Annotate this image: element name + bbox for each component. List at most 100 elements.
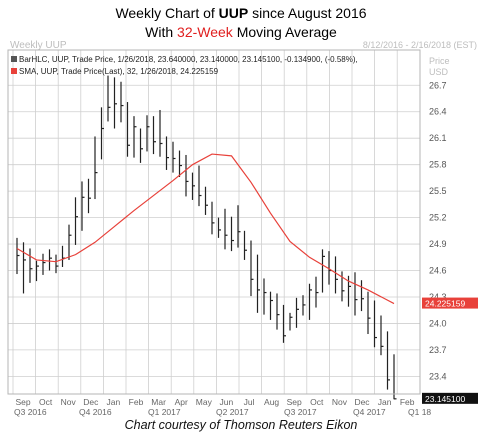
bar-legend: BarHLC, UUP, Trade Price, 1/26/2018, 23.… [19,55,358,64]
price-bar [295,297,299,328]
y-axis-title-usd: USD [429,67,449,77]
y-tick-label: 26.1 [429,133,447,143]
bar-legend-swatch [11,56,17,62]
x-month-label: Apr [175,397,188,407]
sma-line [16,153,395,305]
price-bar [74,197,78,245]
price-bar [191,172,195,200]
price-bar [139,128,143,163]
price-bar [159,109,163,157]
price-bar [198,165,202,207]
y-tick-label: 23.4 [429,371,447,381]
x-month-label: Feb [400,397,415,407]
y-axis-title-price: Price [429,56,450,66]
chart-date-range: 8/12/2016 - 2/16/2018 (EST) [363,40,477,50]
x-month-label: Jan [378,397,392,407]
price-bar [29,248,33,283]
price-bar [68,224,72,260]
chart-name: Weekly UUP [10,40,67,51]
price-bar [334,256,338,294]
price-bar [224,208,228,250]
price-bar [22,242,26,294]
price-bar [354,272,358,316]
x-month-label: Mar [151,397,166,407]
plot-frame [7,49,421,395]
x-month-label: Oct [310,397,324,407]
price-bar [42,253,46,275]
x-month-label: Jul [244,397,255,407]
x-axis: Sep Oct Nov Dec Jan Feb Mar Apr May Jun Jul Aug Sep O… [14,397,431,417]
x-month-label: Dec [354,397,370,407]
last-price-tag-label: 23.145100 [425,394,465,404]
price-bar [250,240,254,297]
x-month-label: Sep [287,397,302,407]
price-bar [146,115,150,152]
price-bar [380,315,384,356]
x-month-label: Nov [61,397,77,407]
y-tick-label: 23.7 [429,345,447,355]
x-quarter-label: Q1 18 [408,407,431,417]
price-bar [211,201,215,235]
price-bar [204,186,208,215]
x-month-label: Feb [129,397,144,407]
price-bar [302,295,306,316]
price-bar [256,254,260,313]
price-bar [178,150,182,178]
chart-title: Weekly Chart of UUP since August 2016 Wi… [0,4,482,42]
price-bar [81,181,85,231]
title-ticker: UUP [218,5,249,21]
price-bar [55,254,59,274]
y-tick-label: 26.4 [429,107,447,117]
title-line-2: With 32-Week Moving Average [0,23,482,42]
price-bar [100,107,104,160]
price-bar [230,216,234,252]
subtitle-period: 32-Week [177,24,233,40]
price-chart: 23.4 23.7 24.0 24.3 24.6 24.9 25.2 25.5 25.8 26.1… [7,40,478,417]
price-bar [373,300,377,348]
price-bar [321,249,325,293]
x-month-label: Jan [107,397,121,407]
y-tick-label: 24.3 [429,292,447,302]
price-bar [126,102,130,157]
x-quarter-label: Q4 2016 [79,407,112,417]
x-quarter-label: Q4 2017 [353,407,386,417]
price-bar [133,116,137,158]
x-quarter-label: Q3 2016 [14,407,47,417]
x-month-label: Jun [220,397,234,407]
price-bar [237,205,241,248]
price-bar [386,331,390,390]
y-tick-label: 25.2 [429,213,447,223]
sma-value-tag: 24.225159 [422,297,478,309]
sma-legend: SMA, UUP, Trade Price(Last), 32, 1/26/20… [19,67,219,76]
price-bar [107,75,111,122]
price-bar [243,230,247,260]
sma-tag-background [422,297,478,309]
x-quarter-label: Q2 2017 [216,407,249,417]
last-price-tag: 23.145100 [422,392,478,404]
grid [8,50,420,394]
price-bar [217,217,221,238]
price-bar [165,136,169,170]
y-tick-label: 26.7 [429,80,447,90]
x-month-label: May [196,397,213,407]
sma-legend-swatch [11,68,17,74]
price-bar [315,276,319,308]
price-bars [16,75,397,400]
price-bar [276,293,280,330]
last-price-tag-background [422,392,478,404]
x-month-label: Aug [264,397,279,407]
price-bar [393,354,397,400]
price-bar [152,116,156,155]
subtitle-prefix: With [145,24,178,40]
price-bar [308,283,312,320]
price-bar [172,141,176,173]
x-month-label: Oct [39,397,53,407]
sma-tag-label: 24.225159 [425,299,465,309]
y-tick-label: 25.5 [429,186,447,196]
chart-caption: Chart courtesy of Thomson Reuters Eikon [124,418,358,432]
price-bar [94,136,98,200]
price-bar [87,178,91,214]
x-month-label: Nov [332,397,348,407]
title-prefix: Weekly Chart of [115,5,219,21]
y-tick-label: 24.6 [429,266,447,276]
